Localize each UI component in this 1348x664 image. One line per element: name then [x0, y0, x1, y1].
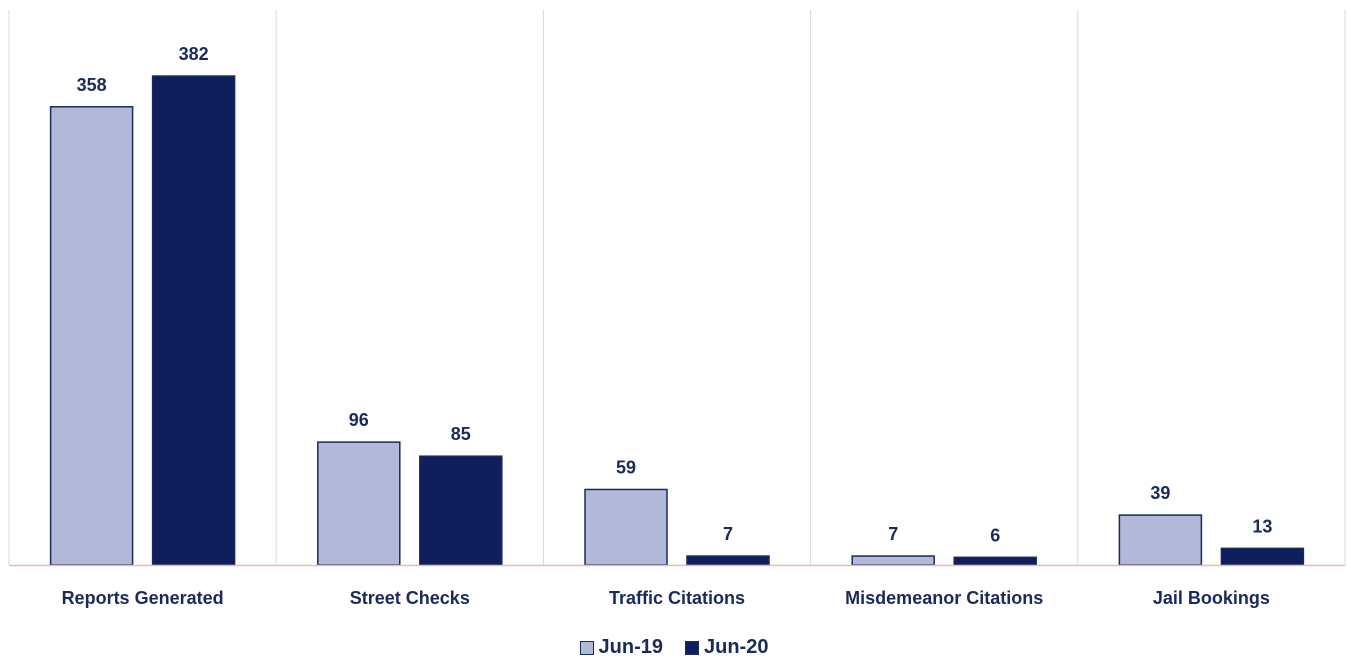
category-label: Misdemeanor Citations	[845, 588, 1043, 608]
legend: Jun-19 Jun-20	[0, 636, 1348, 659]
bar-1-2	[317, 441, 401, 566]
data-label: 382	[179, 44, 209, 64]
data-label: 7	[723, 524, 733, 544]
data-label: 59	[616, 457, 636, 477]
data-label: 85	[451, 424, 471, 444]
category-label: Street Checks	[350, 588, 470, 608]
bar-1-3	[584, 488, 668, 566]
data-label: 358	[77, 75, 107, 95]
bar-1-5	[1118, 514, 1203, 566]
bar-2-2	[419, 455, 503, 566]
bar-2-4	[953, 556, 1037, 566]
category-separators	[8, 10, 1346, 565]
data-label: 39	[1150, 483, 1170, 503]
legend-swatch-series-1	[579, 640, 594, 655]
bars	[49, 75, 1305, 566]
category-label: Reports Generated	[62, 588, 224, 608]
legend-label-series-2: Jun-20	[704, 636, 769, 658]
bar-2-1	[151, 75, 236, 566]
legend-item-series-2: Jun-20	[685, 636, 768, 659]
data-label: 7	[888, 524, 898, 544]
data-label: 6	[990, 525, 1000, 545]
category-labels: Reports Generated Street Checks Traffic Ci…	[62, 588, 1270, 608]
legend-label-series-1: Jun-19	[598, 636, 663, 658]
data-label: 13	[1252, 516, 1272, 536]
category-label: Traffic Citations	[609, 588, 745, 608]
data-label: 96	[349, 410, 369, 430]
legend-item-series-1: Jun-19	[579, 636, 663, 659]
legend-swatch-series-2	[685, 640, 699, 655]
bar-1-1	[49, 106, 134, 566]
bar-2-5	[1220, 547, 1305, 566]
bar-2-3	[686, 555, 770, 566]
category-label: Jail Bookings	[1153, 588, 1270, 608]
data-labels: 358 382 96 85 59 7 7 6 39 13	[77, 44, 1273, 545]
bar-1-4	[851, 555, 935, 566]
